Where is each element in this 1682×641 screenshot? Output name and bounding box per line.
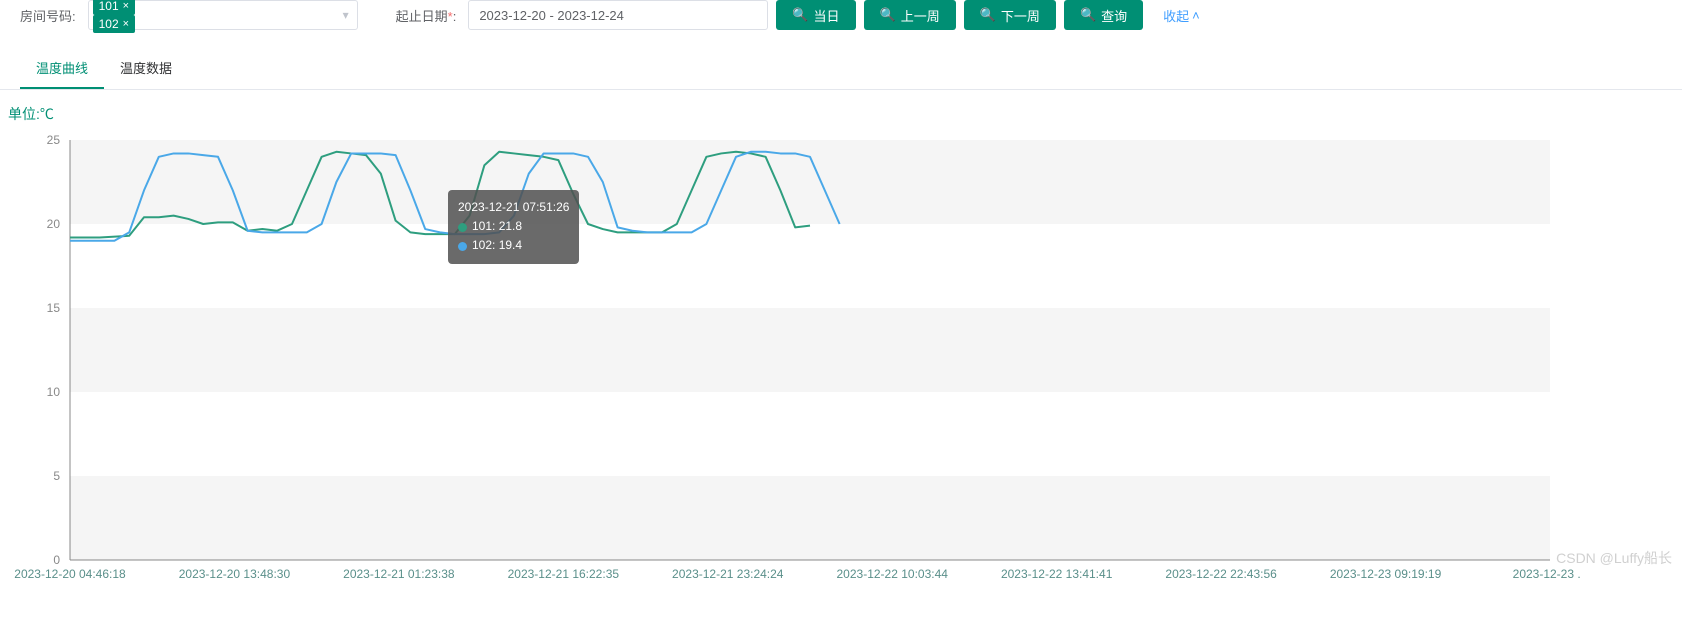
- svg-text:2023-12-21 23:24:24: 2023-12-21 23:24:24: [672, 567, 784, 581]
- date-label: 起止日期*:: [396, 6, 457, 25]
- collapse-link[interactable]: 收起˄: [1163, 6, 1200, 25]
- today-button[interactable]: 🔍当日: [776, 0, 855, 30]
- room-tag[interactable]: 101×: [93, 0, 135, 15]
- svg-text:15: 15: [47, 301, 61, 315]
- next-week-button[interactable]: 🔍下一周: [964, 0, 1056, 30]
- svg-text:2023-12-20 13:48:30: 2023-12-20 13:48:30: [179, 567, 291, 581]
- svg-text:2023-12-22 13:41:41: 2023-12-22 13:41:41: [1001, 567, 1113, 581]
- svg-text:2023-12-21 01:23:38: 2023-12-21 01:23:38: [343, 567, 455, 581]
- search-icon: 🔍: [792, 7, 808, 23]
- search-icon: 🔍: [880, 7, 896, 23]
- watermark: CSDN @Luffy船长: [1556, 548, 1672, 568]
- tab-curve[interactable]: 温度曲线: [20, 48, 104, 89]
- svg-text:2023-12-22 22:43:56: 2023-12-22 22:43:56: [1165, 567, 1277, 581]
- close-icon[interactable]: ×: [123, 18, 129, 30]
- room-select[interactable]: 101×102× ▾: [88, 0, 358, 30]
- close-icon[interactable]: ×: [123, 0, 129, 12]
- search-icon: 🔍: [1080, 7, 1096, 23]
- svg-text:0: 0: [53, 553, 60, 567]
- temperature-chart[interactable]: 0 5 10 15 20 25 2023-12-20 04:46:18 2023-12-20 …: [0, 130, 1682, 610]
- prev-week-button[interactable]: 🔍上一周: [864, 0, 956, 30]
- svg-text:2023-12-23 ...: 2023-12-23 ...: [1513, 567, 1580, 581]
- svg-text:5: 5: [53, 469, 60, 483]
- svg-text:2023-12-20 04:46:18: 2023-12-20 04:46:18: [14, 567, 126, 581]
- date-range-input[interactable]: 2023-12-20 - 2023-12-24: [468, 0, 768, 30]
- svg-text:10: 10: [47, 385, 61, 399]
- room-tag[interactable]: 102×: [93, 15, 135, 33]
- unit-label: 单位:℃: [0, 90, 1682, 130]
- tabs: 温度曲线 温度数据: [0, 48, 1682, 90]
- svg-text:25: 25: [47, 133, 61, 147]
- svg-text:2023-12-22 10:03:44: 2023-12-22 10:03:44: [837, 567, 949, 581]
- chevron-down-icon: ▾: [343, 8, 349, 22]
- svg-text:2023-12-21 16:22:35: 2023-12-21 16:22:35: [508, 567, 620, 581]
- svg-text:2023-12-23 09:19:19: 2023-12-23 09:19:19: [1330, 567, 1442, 581]
- filter-bar: 房间号码: 101×102× ▾ 起止日期*: 2023-12-20 - 202…: [0, 0, 1682, 40]
- svg-text:20: 20: [47, 217, 61, 231]
- search-icon: 🔍: [980, 7, 996, 23]
- chevron-up-icon: ˄: [1192, 8, 1200, 23]
- query-button[interactable]: 🔍查询: [1064, 0, 1143, 30]
- tab-data[interactable]: 温度数据: [104, 48, 188, 89]
- room-label: 房间号码:: [20, 6, 76, 25]
